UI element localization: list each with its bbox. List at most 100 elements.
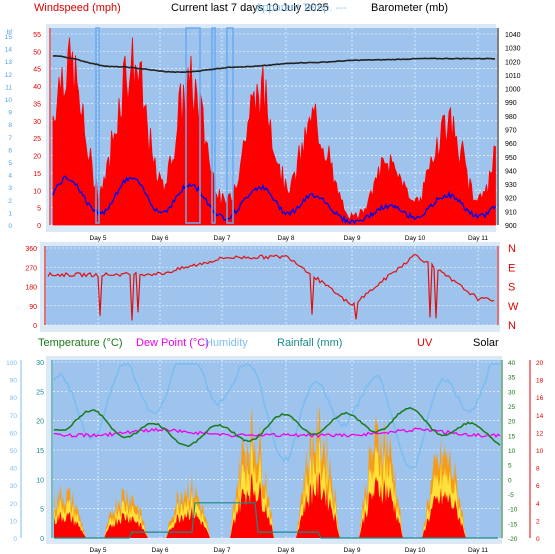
temperature-tick-label: 30 <box>508 389 516 396</box>
temperature-axis-title: Temperature (°C) <box>38 337 122 349</box>
barometer-tick-label: 1030 <box>505 46 521 53</box>
barometer-tick-label: 970 <box>505 128 517 135</box>
beaufort-tick-label: 3 <box>8 185 12 192</box>
direction-tick-label: 270 <box>25 265 37 272</box>
day-label: Day 10 <box>405 547 426 554</box>
direction-plot-area <box>46 246 497 325</box>
humidity-tick-label: 0 <box>13 536 17 543</box>
humidity-tick-label: 50 <box>10 448 18 455</box>
beaufort-tick-label: 4 <box>8 173 12 180</box>
wind-tick-label: 10 <box>33 188 41 195</box>
beaufort-tick-label: 7 <box>8 135 12 142</box>
uv-tick-label: 4 <box>536 501 540 508</box>
barometer-tick-label: 950 <box>505 155 517 162</box>
dewpoint-axis-title: Dew Point (°C) <box>136 337 209 349</box>
wind-tick-label: 20 <box>33 154 41 161</box>
rain-tick-label: 0 <box>40 536 44 543</box>
uv-series <box>422 487 466 538</box>
temperature-tick-label: -5 <box>508 492 514 499</box>
temperature-tick-label: -15 <box>508 521 518 528</box>
apparent-temp-label: Apparent Temp. --- <box>255 2 347 14</box>
rain-tick-label: 5 <box>40 507 44 514</box>
compass-tick-label: S <box>508 282 515 294</box>
apparent-temp-spike <box>226 27 234 224</box>
uv-tick-label: 12 <box>536 430 544 437</box>
barometer-tick-label: 980 <box>505 114 517 121</box>
barometer-tick-label: 900 <box>505 223 517 230</box>
day-label: Day 6 <box>152 547 169 554</box>
apparent-temp-spike <box>211 27 216 224</box>
uv-tick-label: 0 <box>536 536 540 543</box>
apparent-temp-spike <box>95 27 100 224</box>
temperature-tick-label: 35 <box>508 375 516 382</box>
beaufort-tick-label: 1 <box>8 210 12 217</box>
compass-tick-label: E <box>508 262 515 274</box>
wind-average-series <box>52 175 497 225</box>
humidity-tick-label: 70 <box>10 413 18 420</box>
day-label: Day 8 <box>278 547 295 554</box>
humidity-tick-label: 90 <box>10 378 18 385</box>
day-label: Day 10 <box>405 235 426 242</box>
uv-axis-title: UV <box>417 337 433 349</box>
rain-tick-label: 30 <box>36 360 44 367</box>
uv-tick-label: 16 <box>536 395 544 402</box>
humidity-tick-label: 100 <box>6 360 17 367</box>
humidity-tick-label: 10 <box>10 518 18 525</box>
temperature-panel: 0510152025300102030405060708090100-20-15… <box>6 356 544 554</box>
barometer-series <box>52 54 496 74</box>
beaufort-tick-label: 12 <box>5 72 13 79</box>
wind-tick-label: 35 <box>33 101 41 108</box>
barometer-tick-label: 990 <box>505 100 517 107</box>
uv-series <box>166 505 210 538</box>
chart-title: Current last 7 days 10 July 2025 <box>171 2 329 14</box>
barometer-tick-label: 910 <box>505 209 517 216</box>
compass-tick-label: N <box>508 243 516 255</box>
beaufort-axis-label: bf <box>7 29 13 36</box>
wind-direction-series <box>47 253 495 321</box>
barometer-tick-label: 1010 <box>505 73 521 80</box>
barometer-tick-label: 920 <box>505 196 517 203</box>
beaufort-tick-label: 14 <box>5 47 13 54</box>
rainfall-series <box>54 502 498 539</box>
direction-tick-label: 180 <box>25 285 37 292</box>
rain-tick-label: 10 <box>36 477 44 484</box>
humidity-tick-label: 80 <box>10 395 18 402</box>
day-label: Day 7 <box>214 235 231 242</box>
wind-tick-label: 0 <box>37 223 41 230</box>
day-label: Day 9 <box>344 235 361 242</box>
wind-tick-label: 45 <box>33 67 41 74</box>
day-label: Day 5 <box>90 235 107 242</box>
compass-tick-label: N <box>508 320 516 332</box>
temperature-tick-label: 25 <box>508 404 516 411</box>
day-label: Day 5 <box>90 547 107 554</box>
barometer-tick-label: 960 <box>505 141 517 148</box>
day-label: Day 11 <box>468 547 488 554</box>
temperature-tick-label: 5 <box>508 463 512 470</box>
dewpoint-series <box>53 427 501 438</box>
wind-tick-label: 50 <box>33 49 41 56</box>
wind-tick-label: 25 <box>33 136 41 143</box>
rainfall-axis-title: Rainfall (mm) <box>277 337 342 349</box>
wind-tick-label: 55 <box>33 32 41 39</box>
wind-tick-label: 40 <box>33 84 41 91</box>
solar-axis-title: Solar <box>473 337 499 349</box>
wind-tick-label: 15 <box>33 171 41 178</box>
day-label: Day 6 <box>152 235 169 242</box>
uv-tick-label: 2 <box>536 518 540 525</box>
direction-tick-label: 360 <box>25 246 37 253</box>
uv-series <box>296 470 340 538</box>
beaufort-tick-label: 2 <box>8 198 12 205</box>
uv-tick-label: 10 <box>536 448 544 455</box>
humidity-tick-label: 40 <box>10 466 18 473</box>
beaufort-tick-label: 6 <box>8 147 12 154</box>
beaufort-tick-label: 9 <box>8 110 12 117</box>
day-label: Day 8 <box>278 235 295 242</box>
humidity-tick-label: 60 <box>10 430 18 437</box>
uv-series <box>359 476 403 538</box>
beaufort-tick-label: 0 <box>8 223 12 230</box>
apparent-temp-spike <box>185 27 201 224</box>
day-label: Day 9 <box>344 547 361 554</box>
beaufort-tick-label: 15 <box>5 34 13 41</box>
